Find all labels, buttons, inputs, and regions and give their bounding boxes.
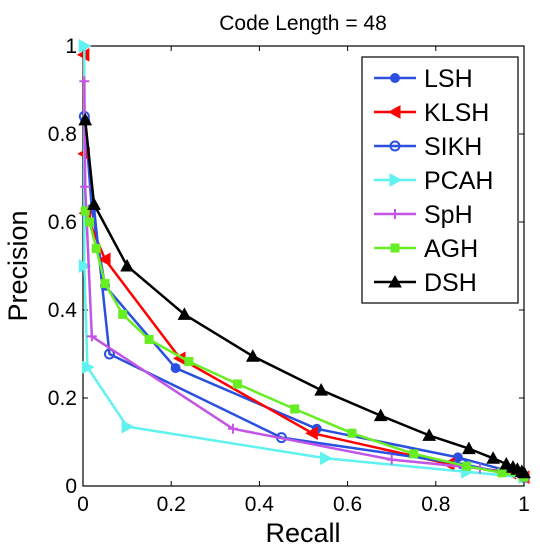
data-point-agh — [497, 468, 507, 478]
y-tick-label: 0.6 — [48, 211, 77, 234]
data-point-pcah — [121, 419, 135, 434]
legend-label-klsh: KLSH — [424, 99, 489, 127]
data-point-pcah — [320, 451, 333, 466]
y-tick-label: 0.8 — [48, 123, 77, 146]
data-point-agh — [118, 309, 128, 319]
data-point-agh — [462, 461, 472, 471]
data-point-agh — [80, 206, 90, 216]
data-point-agh — [184, 356, 194, 366]
legend: LSH KLSH SIKH PCAH SpH AGH DSH — [361, 56, 519, 304]
legend-marker-agh — [390, 243, 400, 253]
data-point-dsh — [177, 307, 192, 320]
data-point-agh — [85, 217, 95, 227]
y-tick-label: 0.4 — [48, 299, 78, 322]
data-point-agh — [347, 428, 357, 438]
legend-label-sikh: SIKH — [424, 133, 482, 161]
data-point-dsh — [120, 258, 134, 272]
series-layer — [76, 39, 532, 485]
legend-marker-sikh — [389, 140, 401, 152]
y-tick-label: 0 — [65, 475, 77, 498]
x-tick-label: 0.6 — [333, 493, 362, 516]
data-point-agh — [144, 334, 154, 344]
legend-marker-pcah — [389, 173, 403, 187]
x-tick-label: 0.8 — [421, 493, 450, 516]
legend-marker-dsh — [388, 274, 402, 288]
data-point-pcah — [81, 360, 95, 375]
y-axis-label: Precision — [3, 210, 33, 321]
x-tick-label: 0.4 — [245, 493, 275, 516]
data-point-pcah — [78, 259, 92, 273]
legend-item-pcah: PCAH — [374, 167, 493, 195]
data-point-klsh — [98, 252, 111, 267]
data-point-dsh — [78, 112, 93, 126]
data-point-agh — [91, 243, 101, 253]
legend-item-sikh: SIKH — [374, 133, 482, 161]
legend-label-agh: AGH — [424, 235, 478, 263]
legend-marker-lsh — [390, 73, 400, 83]
chart-title: Code Length = 48 — [219, 12, 387, 35]
legend-label-lsh: LSH — [424, 65, 473, 93]
data-point-agh — [290, 404, 300, 414]
data-point-sph — [79, 76, 90, 87]
x-tick-label: 0.2 — [157, 493, 186, 516]
data-point-dsh — [486, 451, 500, 464]
data-point-dsh — [517, 465, 531, 479]
legend-item-agh: AGH — [374, 235, 478, 263]
legend-label-pcah: PCAH — [424, 167, 493, 195]
x-tick-label: 1 — [518, 493, 530, 516]
data-point-lsh — [170, 363, 181, 374]
legend-item-dsh: DSH — [374, 269, 477, 297]
data-point-dsh — [245, 349, 260, 362]
x-axis-label: Recall — [265, 518, 340, 548]
legend-item-klsh: KLSH — [374, 99, 489, 127]
data-point-sph — [80, 181, 91, 192]
data-point-dsh — [499, 456, 514, 470]
data-point-dsh — [373, 408, 388, 422]
y-tick-label: 0.2 — [48, 387, 77, 410]
data-point-agh — [100, 279, 110, 289]
data-point-dsh — [87, 197, 101, 210]
legend-item-sph: SpH — [374, 201, 473, 229]
data-point-pcah — [78, 39, 92, 53]
x-tick-label: 0 — [77, 493, 89, 516]
data-point-sph — [227, 423, 238, 434]
data-point-sikh — [103, 348, 115, 360]
series-line-agh — [84, 210, 525, 479]
data-point-klsh — [305, 426, 318, 441]
data-point-agh — [409, 449, 419, 459]
data-point-dsh — [314, 383, 328, 396]
legend-label-dsh: DSH — [424, 269, 477, 297]
data-point-dsh — [422, 428, 437, 441]
data-point-dsh — [462, 441, 476, 455]
legend-marker-sph — [390, 209, 400, 219]
legend-marker-klsh — [387, 105, 401, 119]
data-point-sph — [386, 454, 397, 465]
series-dsh — [78, 112, 531, 479]
y-tick-label: 1 — [65, 35, 77, 58]
legend-item-lsh: LSH — [374, 65, 473, 93]
axis-ticks: 0 0.2 0.4 0.6 0.8 1 0 0.2 0.4 0.6 0.8 1 — [48, 35, 530, 516]
data-point-agh — [232, 379, 242, 389]
legend-label-sph: SpH — [424, 201, 473, 229]
data-point-sph — [86, 331, 97, 342]
